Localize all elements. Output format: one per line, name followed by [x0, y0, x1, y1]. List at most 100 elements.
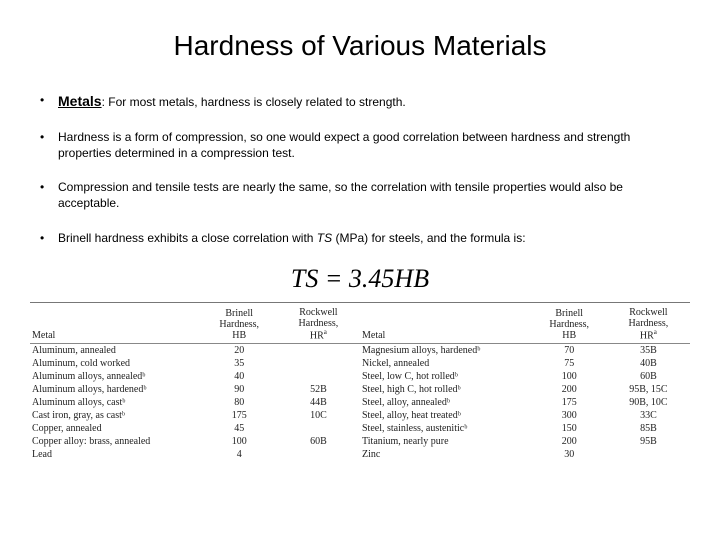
- cell-metal: Aluminum, annealed: [30, 344, 202, 358]
- cell-metal: Aluminum alloys, castᵇ: [30, 396, 202, 409]
- cell-hr: 85B: [611, 422, 690, 435]
- table-row: Copper, annealed45: [30, 422, 360, 435]
- hardness-table: Metal Brinell Hardness, HB Rockwell Hard…: [30, 302, 690, 461]
- table-row: Aluminum alloys, annealedᵇ40: [30, 370, 360, 383]
- table-header-row: Metal Brinell Hardness, HB Rockwell Hard…: [30, 305, 360, 344]
- cell-metal: Magnesium alloys, hardenedᵇ: [360, 344, 532, 358]
- cell-hr: 35B: [611, 344, 690, 358]
- cell-hr: 95B: [611, 435, 690, 448]
- col-hr: Rockwell Hardness, HRa: [611, 305, 690, 344]
- cell-metal: Steel, alloy, annealedᵇ: [360, 396, 532, 409]
- col-metal: Metal: [360, 305, 532, 344]
- cell-hb: 90: [202, 383, 281, 396]
- cell-hb: 150: [532, 422, 611, 435]
- table-row: Steel, stainless, austeniticᵇ15085B: [360, 422, 690, 435]
- table-row: Steel, high C, hot rolledᵇ20095B, 15C: [360, 383, 690, 396]
- bullet-icon: •: [40, 230, 58, 246]
- lead-word: Metals: [58, 93, 102, 109]
- formula: TS = 3.45HB: [30, 264, 690, 294]
- table-row: Nickel, annealed7540B: [360, 357, 690, 370]
- cell-metal: Aluminum alloys, hardenedᵇ: [30, 383, 202, 396]
- table-header-row: Metal Brinell Hardness, HB Rockwell Hard…: [360, 305, 690, 344]
- cell-metal: Aluminum, cold worked: [30, 357, 202, 370]
- col-metal: Metal: [30, 305, 202, 344]
- bullet-list: • Metals: For most metals, hardness is c…: [30, 92, 690, 246]
- cell-hb: 175: [532, 396, 611, 409]
- cell-hr: 52B: [281, 383, 360, 396]
- bullet-icon: •: [40, 92, 58, 108]
- bullet-text: (MPa) for steels, and the formula is:: [332, 231, 525, 245]
- cell-hr: 60B: [281, 435, 360, 448]
- table-row: Copper alloy: brass, annealed10060B: [30, 435, 360, 448]
- list-item: • Compression and tensile tests are near…: [40, 179, 680, 211]
- bullet-text: : For most metals, hardness is closely r…: [102, 95, 406, 109]
- cell-hb: 20: [202, 344, 281, 358]
- cell-hr: 90B, 10C: [611, 396, 690, 409]
- table-left: Metal Brinell Hardness, HB Rockwell Hard…: [30, 305, 360, 461]
- cell-hr: [281, 344, 360, 358]
- cell-metal: Copper, annealed: [30, 422, 202, 435]
- cell-hb: 175: [202, 409, 281, 422]
- cell-hr: [281, 422, 360, 435]
- bullet-text: Compression and tensile tests are nearly…: [58, 179, 680, 211]
- cell-hb: 200: [532, 383, 611, 396]
- cell-hr: 95B, 15C: [611, 383, 690, 396]
- cell-metal: Nickel, annealed: [360, 357, 532, 370]
- table-row: Cast iron, gray, as castᵇ17510C: [30, 409, 360, 422]
- cell-hb: 4: [202, 448, 281, 461]
- cell-hb: 30: [532, 448, 611, 461]
- table-row: Lead4: [30, 448, 360, 461]
- cell-metal: Cast iron, gray, as castᵇ: [30, 409, 202, 422]
- cell-hb: 45: [202, 422, 281, 435]
- cell-metal: Steel, high C, hot rolledᵇ: [360, 383, 532, 396]
- table-row: Zinc30: [360, 448, 690, 461]
- bullet-body: Brinell hardness exhibits a close correl…: [58, 230, 680, 246]
- cell-hr: 60B: [611, 370, 690, 383]
- cell-hb: 40: [202, 370, 281, 383]
- italic-term: TS: [317, 231, 332, 245]
- cell-hb: 200: [532, 435, 611, 448]
- cell-hb: 75: [532, 357, 611, 370]
- cell-hr: [281, 448, 360, 461]
- cell-metal: Copper alloy: brass, annealed: [30, 435, 202, 448]
- cell-metal: Lead: [30, 448, 202, 461]
- cell-hb: 100: [202, 435, 281, 448]
- bullet-text: Hardness is a form of compression, so on…: [58, 129, 680, 161]
- table-row: Aluminum, cold worked35: [30, 357, 360, 370]
- bullet-icon: •: [40, 179, 58, 195]
- table-row: Aluminum alloys, castᵇ8044B: [30, 396, 360, 409]
- cell-hr: [281, 357, 360, 370]
- cell-metal: Steel, alloy, heat treatedᵇ: [360, 409, 532, 422]
- cell-hr: [281, 370, 360, 383]
- cell-hr: [611, 448, 690, 461]
- formula-text: TS = 3.45HB: [291, 264, 429, 293]
- table-row: Steel, alloy, annealedᵇ17590B, 10C: [360, 396, 690, 409]
- slide: Hardness of Various Materials • Metals: …: [0, 0, 720, 540]
- col-hb: Brinell Hardness, HB: [532, 305, 611, 344]
- table-row: Steel, alloy, heat treatedᵇ30033C: [360, 409, 690, 422]
- cell-hb: 35: [202, 357, 281, 370]
- col-hr: Rockwell Hardness, HRa: [281, 305, 360, 344]
- cell-hr: 33C: [611, 409, 690, 422]
- bullet-text: Brinell hardness exhibits a close correl…: [58, 231, 317, 245]
- cell-hb: 100: [532, 370, 611, 383]
- cell-hr: 40B: [611, 357, 690, 370]
- cell-metal: Aluminum alloys, annealedᵇ: [30, 370, 202, 383]
- table-row: Steel, low C, hot rolledᵇ10060B: [360, 370, 690, 383]
- cell-metal: Zinc: [360, 448, 532, 461]
- page-title: Hardness of Various Materials: [30, 30, 690, 62]
- table-row: Aluminum, annealed20: [30, 344, 360, 358]
- cell-metal: Steel, low C, hot rolledᵇ: [360, 370, 532, 383]
- cell-metal: Titanium, nearly pure: [360, 435, 532, 448]
- list-item: • Hardness is a form of compression, so …: [40, 129, 680, 161]
- cell-metal: Steel, stainless, austeniticᵇ: [360, 422, 532, 435]
- table-row: Aluminum alloys, hardenedᵇ9052B: [30, 383, 360, 396]
- table-row: Titanium, nearly pure20095B: [360, 435, 690, 448]
- table-right: Metal Brinell Hardness, HB Rockwell Hard…: [360, 305, 690, 461]
- bullet-icon: •: [40, 129, 58, 145]
- table-row: Magnesium alloys, hardenedᵇ7035B: [360, 344, 690, 358]
- cell-hb: 70: [532, 344, 611, 358]
- cell-hr: 10C: [281, 409, 360, 422]
- cell-hr: 44B: [281, 396, 360, 409]
- list-item: • Brinell hardness exhibits a close corr…: [40, 230, 680, 246]
